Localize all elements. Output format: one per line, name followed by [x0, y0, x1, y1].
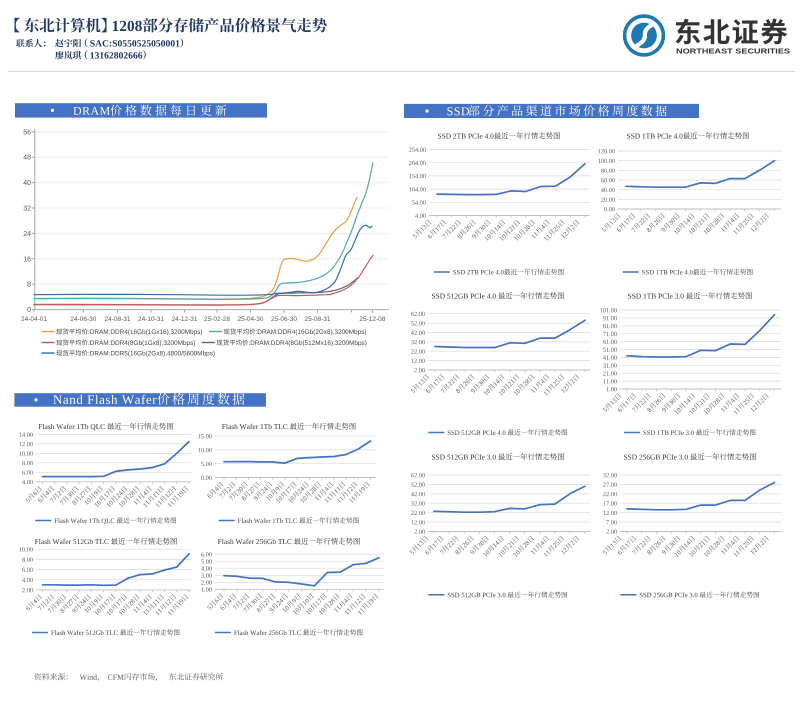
- svg-text:25-02-28: 25-02-28: [204, 316, 230, 323]
- svg-text:24: 24: [23, 231, 31, 238]
- svg-text:40: 40: [23, 180, 31, 187]
- svg-text:NORTHEAST SECURITIES: NORTHEAST SECURITIES: [676, 47, 790, 56]
- svg-text:0: 0: [27, 307, 31, 314]
- svg-text:16: 16: [23, 256, 31, 263]
- svg-text:24-06-30: 24-06-30: [70, 316, 96, 323]
- svg-text:25-04-30: 25-04-30: [237, 316, 263, 323]
- svg-text:25-08-31: 25-08-31: [304, 316, 330, 323]
- svg-text:8: 8: [27, 282, 31, 289]
- svg-text:56: 56: [23, 129, 31, 136]
- svg-text:24-12-31: 24-12-31: [171, 316, 197, 323]
- svg-text:24-10-31: 24-10-31: [138, 316, 164, 323]
- svg-text:25-12-08: 25-12-08: [359, 316, 385, 323]
- svg-text:24-08-31: 24-08-31: [104, 316, 130, 323]
- svg-text:32: 32: [23, 206, 31, 213]
- svg-text:25-06-30: 25-06-30: [271, 316, 297, 323]
- svg-text:24-04-01: 24-04-01: [21, 316, 47, 323]
- svg-text:48: 48: [23, 155, 31, 162]
